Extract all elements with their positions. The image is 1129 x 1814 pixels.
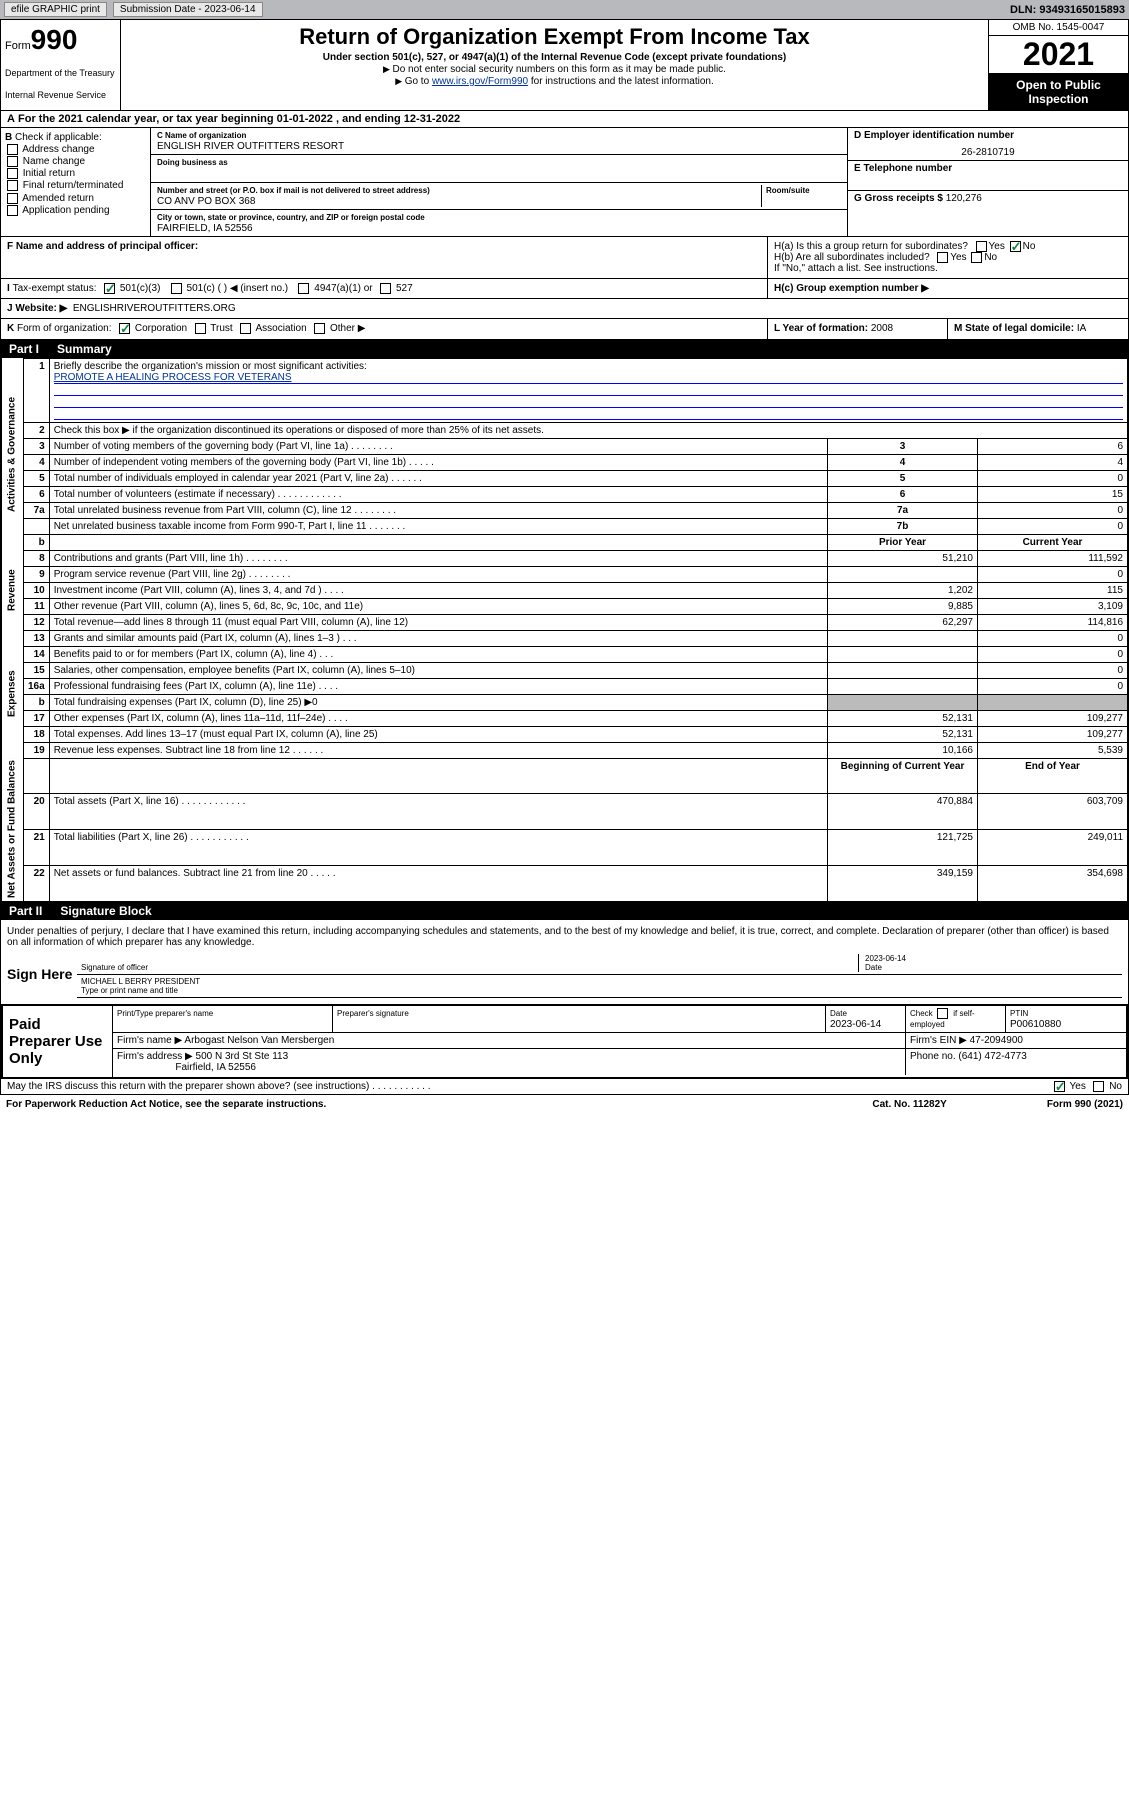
chk-final[interactable]: Final return/terminated	[5, 180, 146, 191]
form-subtitle-2: Do not enter social security numbers on …	[131, 64, 978, 75]
chk-address[interactable]: Address change	[5, 144, 146, 155]
signer-name: MICHAEL L BERRY PRESIDENT	[81, 977, 200, 986]
topbar: efile GRAPHIC print Submission Date - 20…	[0, 0, 1129, 19]
vlabel-net: Net Assets or Fund Balances	[2, 758, 24, 901]
part2-header: Part IISignature Block	[1, 902, 1128, 920]
summary-table: Activities & Governance 1 Briefly descri…	[1, 358, 1128, 902]
firm-name: Arbogast Nelson Van Mersbergen	[184, 1035, 334, 1046]
footer: For Paperwork Reduction Act Notice, see …	[0, 1097, 1129, 1112]
chk-amended[interactable]: Amended return	[5, 193, 146, 204]
open-to-public: Open to Public Inspection	[989, 74, 1128, 110]
ein: 26-2810719	[854, 147, 1122, 158]
omb-number: OMB No. 1545-0047	[989, 20, 1128, 36]
room-label: Room/suite	[766, 186, 810, 195]
website: ENGLISHRIVEROUTFITTERS.ORG	[73, 303, 236, 314]
part1-header: Part ISummary	[1, 340, 1128, 358]
line1-text: Briefly describe the organization's miss…	[54, 361, 367, 372]
chk-name[interactable]: Name change	[5, 156, 146, 167]
declaration-text: Under penalties of perjury, I declare th…	[7, 926, 1122, 948]
irs-link[interactable]: www.irs.gov/Form990	[432, 76, 528, 87]
calendar-year-row: A For the 2021 calendar year, or tax yea…	[1, 111, 1128, 128]
vlabel-revenue: Revenue	[2, 550, 24, 630]
chk-pending[interactable]: Application pending	[5, 205, 146, 216]
section-b: B Check if applicable: Address change Na…	[1, 128, 151, 236]
dln-label: DLN: 93493165015893	[1010, 4, 1125, 16]
website-row: J Website: ▶ ENGLISHRIVEROUTFITTERS.ORG	[1, 299, 1128, 318]
h-b: H(b) Are all subordinates included? Yes …	[774, 252, 1122, 263]
c-name-label: C Name of organization	[157, 131, 246, 140]
h-a: H(a) Is this a group return for subordin…	[774, 241, 1122, 252]
h-c: H(c) Group exemption number ▶	[768, 279, 1128, 298]
year-formation: L Year of formation: 2008	[768, 319, 948, 338]
dba-label: Doing business as	[157, 158, 228, 167]
firm-addr: 500 N 3rd St Ste 113	[196, 1051, 289, 1062]
sign-here-label: Sign Here	[7, 952, 77, 998]
chk-initial[interactable]: Initial return	[5, 168, 146, 179]
tax-year: 2021	[989, 36, 1128, 74]
submission-date-button[interactable]: Submission Date - 2023-06-14	[113, 2, 263, 17]
org-address: CO ANV PO BOX 368	[157, 196, 761, 207]
org-city: FAIRFIELD, IA 52556	[157, 223, 841, 234]
city-label: City or town, state or province, country…	[157, 213, 425, 222]
form-subtitle-1: Under section 501(c), 527, or 4947(a)(1)…	[131, 52, 978, 63]
firm-ein: 47-2094900	[970, 1035, 1023, 1046]
org-name: ENGLISH RIVER OUTFITTERS RESORT	[157, 141, 841, 152]
tax-status-row: I Tax-exempt status: 501(c)(3) 501(c) ( …	[1, 279, 768, 298]
preparer-block: Paid Preparer Use Only Print/Type prepar…	[1, 1004, 1128, 1079]
g-label: G Gross receipts $	[854, 193, 943, 204]
e-label: E Telephone number	[854, 163, 952, 174]
d-label: D Employer identification number	[854, 130, 1014, 141]
line2: Check this box ▶ if the organization dis…	[49, 422, 1127, 438]
state-domicile: M State of legal domicile: IA	[948, 319, 1128, 338]
dept-treasury: Department of the Treasury	[5, 68, 116, 78]
vlabel-expenses: Expenses	[2, 630, 24, 758]
paid-preparer-label: Paid Preparer Use Only	[3, 1006, 113, 1077]
gross-receipts: 120,276	[946, 193, 982, 204]
mission-text: PROMOTE A HEALING PROCESS FOR VETERANS	[54, 372, 1123, 384]
form-title: Return of Organization Exempt From Incom…	[131, 24, 978, 50]
addr-label: Number and street (or P.O. box if mail i…	[157, 186, 430, 195]
form-subtitle-3: Go to www.irs.gov/Form990 for instructio…	[131, 76, 978, 87]
form-org-row: K Form of organization: Corporation Trus…	[1, 319, 768, 338]
firm-phone: (641) 472-4773	[958, 1051, 1026, 1062]
efile-print-button[interactable]: efile GRAPHIC print	[4, 2, 107, 17]
vlabel-governance: Activities & Governance	[2, 358, 24, 550]
form-container: Form990 Department of the Treasury Inter…	[0, 19, 1129, 1095]
irs-label: Internal Revenue Service	[5, 90, 116, 100]
form-label: Form990	[5, 24, 116, 56]
h-note: If "No," attach a list. See instructions…	[774, 263, 1122, 274]
ptin: P00610880	[1010, 1019, 1061, 1030]
discuss-row: May the IRS discuss this return with the…	[1, 1079, 1128, 1094]
f-label: F Name and address of principal officer:	[7, 241, 198, 252]
